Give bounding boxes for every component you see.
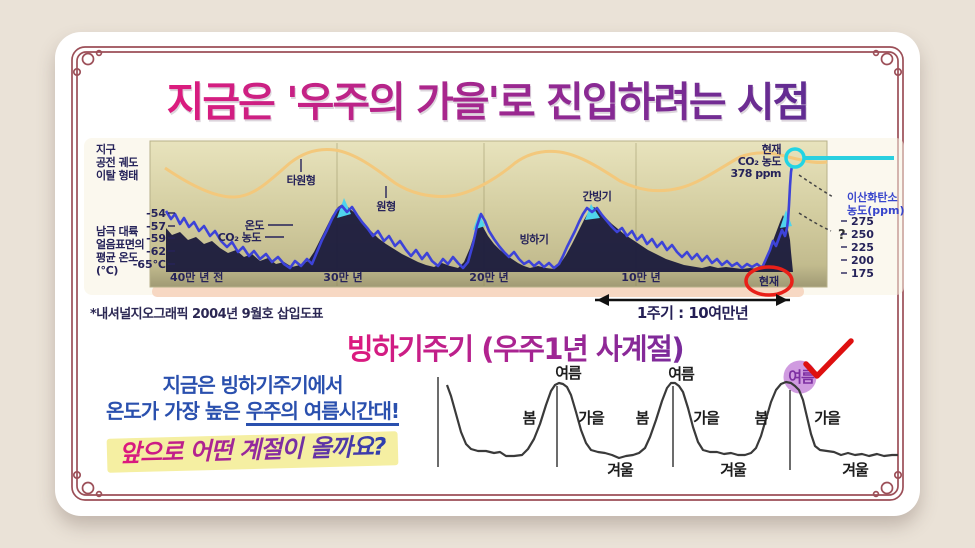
orbit-axis-label: 지구 [96, 142, 116, 156]
co2-tick: 200 [851, 254, 874, 267]
statement-line1: 지금은 빙하기주기에서 [162, 373, 344, 397]
current-co2-label-line2: CO₂ 농도 [738, 155, 782, 168]
winter-label: 겨울 [607, 461, 634, 479]
question-row: 앞으로 어떤 계절이 올까요? [75, 431, 430, 473]
co2-tick: 225 [851, 241, 874, 254]
slide-title: 지금은 '우주의 가을'로 진입하려는 시점 [60, 68, 915, 128]
corner-curl-bottom-right [872, 470, 903, 498]
autumn-label: 가을 [693, 409, 720, 427]
interglacial-label: 간빙기 [583, 189, 612, 203]
spring-label: 봄 [523, 409, 537, 427]
seasonal-temperature-curve [445, 380, 898, 460]
autumn-label: 가을 [578, 409, 605, 427]
x-tick: 20만 년 [469, 270, 508, 284]
climate-chart: 지구 공전 궤도 이탈 형태 남극 대륙 얼음표면의 평균 온도 (℃) -54… [84, 138, 905, 297]
winter-label: 겨울 [720, 461, 747, 479]
y-tick: -54 [146, 207, 166, 220]
current-co2-value: 378 ppm [730, 167, 781, 180]
cycle-note: 1주기 : 10여만년 [636, 304, 749, 322]
summer-label-highlighted: 여름 [788, 368, 815, 386]
question-mark: ? [838, 228, 846, 243]
x-tick: 40만 년 전 [170, 270, 223, 284]
temp-axis-label-line3: 평균 온도 [96, 250, 138, 264]
winter-label: 겨울 [842, 461, 869, 479]
statement-line2: 온도가 가장 높은 우주의 여름시간대! [75, 398, 430, 426]
corner-curl-top-right [872, 49, 903, 77]
orbit-axis-label-line2: 공전 궤도 [96, 155, 138, 169]
question-text: 앞으로 어떤 계절이 올까요? [118, 432, 387, 468]
statement-block: 지금은 빙하기주기에서 온도가 가장 높은 우주의 여름시간대! 앞으로 어떤 … [75, 372, 430, 473]
circle-label: 원형 [376, 199, 396, 213]
seasonal-cycle-diagram: 여름 여름 여름 봄 봄 봄 가을 가을 가을 겨울 겨울 겨울 [437, 338, 898, 479]
co2-axis-label: 이산화탄소 [847, 190, 898, 204]
temp-series-label: 온도 [245, 219, 265, 232]
orbit-axis-label-line3: 이탈 형태 [96, 168, 138, 182]
temp-axis-label-line2: 얼음표면의 [96, 237, 144, 251]
y-tick: -57 [146, 220, 166, 233]
arrow-head-right [776, 294, 788, 306]
co2-area [166, 203, 793, 272]
statement-underlined: 우주의 여름시간대! [245, 399, 400, 426]
co2-tick: 275 [851, 215, 874, 228]
question-highlight: 앞으로 어떤 계절이 올까요? [106, 431, 399, 473]
glacial-label: 빙하기 [520, 232, 549, 246]
statement-line2-prefix: 온도가 가장 높은 [106, 399, 246, 423]
temperature-line [164, 165, 794, 270]
chart-bottom-strip [152, 286, 804, 297]
y-tick: -62 [146, 245, 166, 258]
corner-curl-top-left [72, 49, 103, 77]
x-tick: 30만 년 [323, 270, 362, 284]
y-tick: -65℃ [133, 258, 166, 271]
x-tick: 10만 년 [621, 270, 660, 284]
y-axis-tick-marks [168, 212, 175, 265]
current-co2-label: 현재 [762, 142, 782, 156]
cyan-circle-marker [784, 147, 806, 169]
summer-label: 여름 [555, 364, 582, 382]
red-circle-annotation [744, 265, 794, 297]
y-tick: -59 [146, 232, 166, 245]
summer-label: 여름 [668, 365, 695, 383]
corner-curl-bottom-left [72, 470, 103, 498]
spring-label: 봄 [636, 409, 650, 427]
peak-vertical-lines [437, 377, 791, 470]
temp-axis-label: 남극 대륙 [96, 224, 138, 238]
temp-axis-label-line4: (℃) [96, 264, 118, 277]
dashed-projection-arcs [798, 174, 834, 232]
co2-axis-tick-marks [841, 220, 847, 274]
co2-series-label: CO₂ 농도 [218, 231, 262, 244]
co2-axis-label-line2: 농도(ppm) [847, 204, 905, 217]
section-heading: 빙하기주기 (우주1년 사계절) [295, 326, 735, 368]
co2-tick: 175 [851, 267, 874, 280]
spring-label: 봄 [755, 409, 769, 427]
x-tick-current: 현재 [759, 274, 779, 288]
cycle-double-arrow [595, 294, 790, 306]
red-checkmark [803, 338, 854, 379]
ellipse-label: 타원형 [287, 173, 316, 187]
chart-footnote: *내셔널지오그래픽 2004년 9월호 삽입도표 [90, 307, 324, 322]
autumn-label: 가을 [814, 409, 841, 427]
arrow-head-left [597, 294, 609, 306]
co2-tick: 250 [851, 228, 874, 241]
orbit-eccentricity-curve [164, 147, 828, 199]
